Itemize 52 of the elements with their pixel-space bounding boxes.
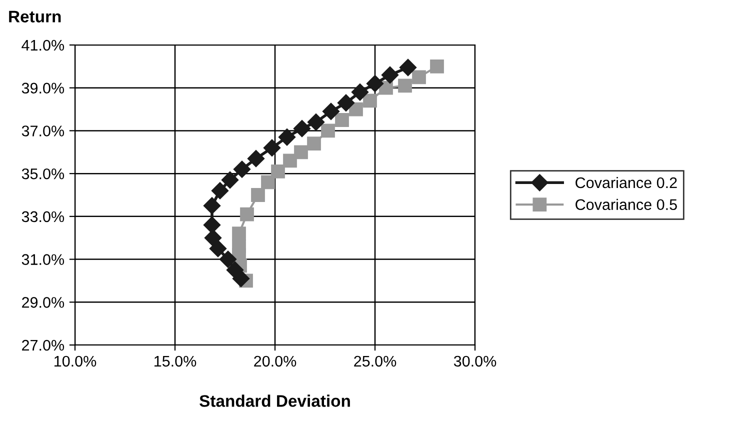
point bbox=[221, 171, 239, 189]
point bbox=[226, 261, 244, 279]
legend-label: Covariance 0.5 bbox=[576, 198, 677, 210]
point bbox=[203, 216, 221, 234]
point bbox=[251, 188, 265, 202]
point bbox=[381, 66, 399, 84]
point bbox=[263, 139, 281, 156]
y-tick-label: 33.0% bbox=[22, 211, 64, 222]
point bbox=[204, 229, 222, 246]
point bbox=[398, 78, 412, 93]
point bbox=[261, 175, 275, 190]
point bbox=[321, 124, 335, 138]
point bbox=[307, 114, 325, 131]
x-tick-label: 25.0% bbox=[354, 356, 396, 367]
y-tick-label: 41.0% bbox=[22, 40, 64, 51]
y-axis-title: Return bbox=[9, 10, 61, 22]
point bbox=[211, 182, 229, 200]
y-tick-label: 37.0% bbox=[22, 126, 64, 136]
point bbox=[203, 197, 221, 214]
point bbox=[209, 240, 227, 258]
point bbox=[307, 136, 321, 151]
legend-label: Covariance 0.2 bbox=[576, 176, 677, 188]
x-tick-label: 15.0% bbox=[154, 356, 196, 367]
point bbox=[399, 58, 417, 76]
point bbox=[366, 75, 384, 92]
point bbox=[278, 128, 296, 146]
point bbox=[412, 70, 426, 84]
point bbox=[247, 150, 265, 168]
point bbox=[232, 239, 246, 254]
point bbox=[337, 94, 355, 112]
point bbox=[232, 226, 246, 241]
x-axis-title: Standard Deviation bbox=[200, 394, 350, 407]
x-tick-label: 10.0% bbox=[54, 356, 96, 367]
x-tick-label: 30.0% bbox=[454, 356, 496, 367]
y-tick-label: 35.0% bbox=[22, 168, 64, 180]
point bbox=[322, 102, 340, 120]
point bbox=[351, 84, 369, 101]
point bbox=[293, 120, 311, 138]
point bbox=[335, 113, 349, 127]
point bbox=[294, 145, 308, 160]
point bbox=[430, 59, 444, 74]
y-tick-label: 27.0% bbox=[22, 340, 64, 351]
y-tick-label: 39.0% bbox=[22, 82, 64, 94]
point bbox=[271, 164, 285, 178]
point bbox=[283, 154, 297, 168]
y-tick-label: 29.0% bbox=[22, 297, 64, 308]
x-tick-label: 20.0% bbox=[254, 356, 296, 367]
point bbox=[240, 207, 254, 222]
point bbox=[219, 250, 237, 268]
point bbox=[233, 160, 251, 178]
y-tick-label: 31.0% bbox=[22, 254, 64, 265]
point bbox=[363, 94, 377, 108]
